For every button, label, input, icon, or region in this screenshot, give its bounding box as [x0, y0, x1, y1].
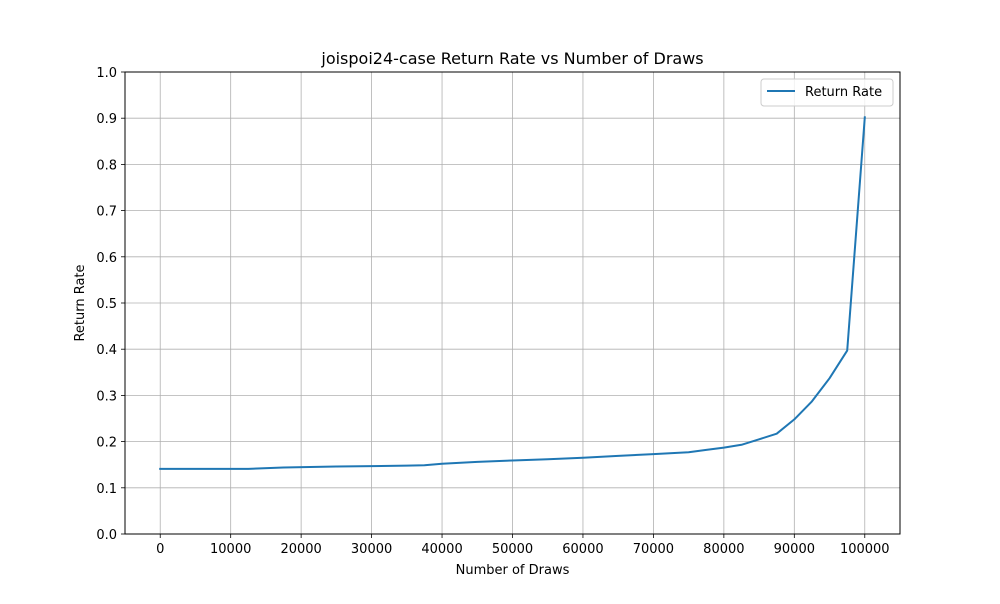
- x-tick-label: 90000: [774, 542, 815, 557]
- data-point: [423, 464, 425, 466]
- data-point: [441, 463, 443, 465]
- data-point: [195, 468, 197, 470]
- chart-title: joispoi24-case Return Rate vs Number of …: [320, 49, 703, 68]
- data-point: [371, 465, 373, 467]
- data-point: [406, 465, 408, 467]
- data-point: [512, 460, 514, 462]
- data-point: [723, 447, 725, 449]
- x-axis-label: Number of Draws: [456, 563, 570, 578]
- data-point: [476, 461, 478, 463]
- x-tick-label: 40000: [421, 542, 462, 557]
- series-layer: [159, 116, 866, 470]
- data-point: [741, 444, 743, 446]
- y-tick-label: 0.2: [96, 436, 117, 451]
- data-point: [846, 350, 848, 352]
- data-point: [335, 466, 337, 468]
- y-tick-label: 0.7: [96, 205, 117, 220]
- data-point: [758, 438, 760, 440]
- data-point: [283, 467, 285, 469]
- x-tick-label: 60000: [562, 542, 603, 557]
- y-tick-label: 0.9: [96, 112, 117, 127]
- x-tick-label: 20000: [280, 542, 321, 557]
- legend-label: Return Rate: [805, 85, 882, 100]
- data-point: [705, 449, 707, 451]
- series-line-0: [159, 116, 866, 470]
- y-tick-label: 0.0: [96, 528, 117, 543]
- x-tick-label: 0: [156, 542, 164, 557]
- x-tick-label: 10000: [210, 542, 251, 557]
- data-point: [582, 457, 584, 459]
- data-point: [864, 116, 866, 118]
- legend: Return Rate: [760, 78, 894, 107]
- data-point: [547, 458, 549, 460]
- axis-ticks: 0 10000 20000 30000 40000 50000 60000 70000 8000…: [96, 66, 889, 557]
- data-point: [688, 451, 690, 453]
- x-tick-label: 30000: [351, 542, 392, 557]
- x-tick-label: 50000: [492, 542, 533, 557]
- legend-box: [760, 78, 894, 107]
- x-tick-label: 80000: [703, 542, 744, 557]
- y-axis-label: Return Rate: [73, 264, 88, 341]
- grid: [125, 71, 900, 535]
- data-point: [793, 418, 795, 420]
- y-tick-label: 1.0: [96, 66, 117, 81]
- y-tick-label: 0.6: [96, 251, 117, 266]
- y-tick-label: 0.1: [96, 482, 117, 497]
- y-tick-label: 0.5: [96, 297, 117, 312]
- y-tick-label: 0.8: [96, 158, 117, 173]
- data-point: [230, 468, 232, 470]
- x-tick-label: 100000: [840, 542, 890, 557]
- y-tick-label: 0.3: [96, 389, 117, 404]
- data-point: [247, 468, 249, 470]
- data-point: [159, 468, 161, 470]
- data-point: [652, 453, 654, 455]
- data-point: [811, 400, 813, 402]
- data-point: [776, 433, 778, 435]
- y-tick-label: 0.4: [96, 343, 117, 358]
- x-tick-label: 70000: [633, 542, 674, 557]
- data-point: [617, 455, 619, 457]
- data-point: [829, 377, 831, 379]
